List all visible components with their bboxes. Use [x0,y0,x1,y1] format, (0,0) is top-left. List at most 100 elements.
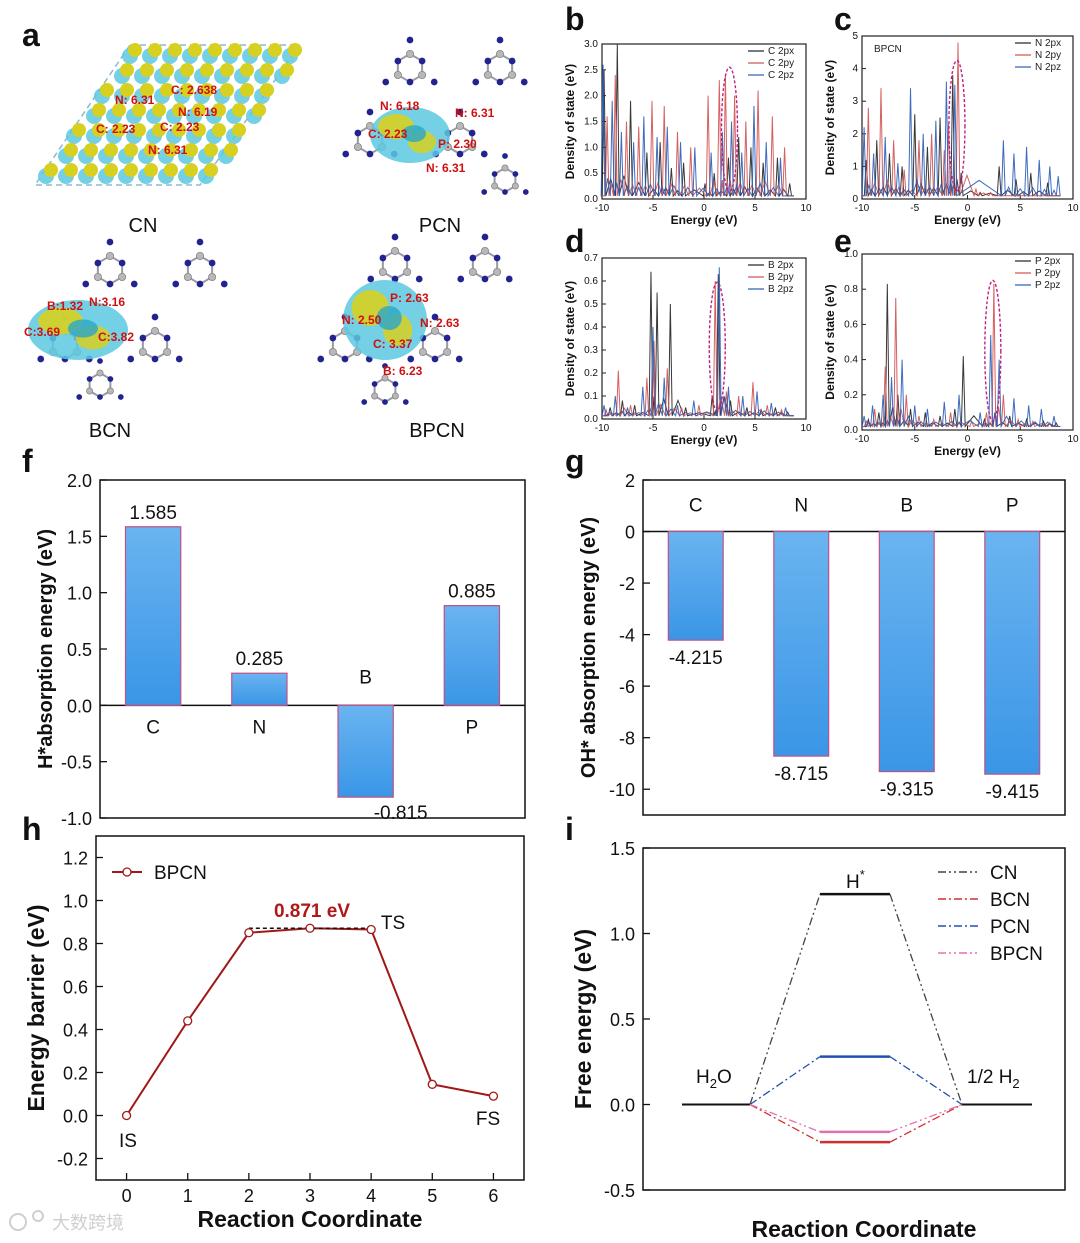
cn-density-yellow [204,143,218,157]
bcn-density-cyan-core [68,319,98,338]
pcn-density-cyan-core [402,125,426,142]
b-x-tick-label: -5 [649,203,658,214]
h-legend-marker [122,867,132,877]
pcn-carbon-atom [491,182,499,190]
i-state-h2-text: 1/2 H [967,1067,1012,1088]
h-point-1 [183,1016,193,1026]
h-point-3 [305,923,315,933]
h-x-tick-label: 1 [183,1186,193,1206]
pcn-carbon-atom [353,142,362,152]
g-bar-P [984,530,1041,775]
f-category-label: N [253,717,267,738]
panel-a: N: 6.31 C: 2.638 N: 6.19 C: 2.23 C: 2.23… [24,36,529,442]
cn-density-yellow [64,163,78,177]
pcn-nitrogen-atom [406,36,414,44]
c-y-tick-label: 3 [852,96,858,107]
pcn-nitrogen-atom [366,108,374,116]
bcn-annotation-3: C:3.69 [24,325,60,339]
pcn-nitrogen-atom [480,150,488,158]
f-y-tick-label: 2.0 [67,471,92,491]
e-y-tick-label: 1.0 [844,249,858,260]
cn-density-yellow [228,43,242,57]
bpcn-nitrogen-atom [455,355,463,363]
d-highlight-ellipse [708,281,726,412]
pcn-nitrogen-atom [508,57,516,65]
cn-density-yellow [128,43,142,57]
c-x-tick-label: 5 [1017,203,1023,214]
e-y-tick-label: 0.2 [844,390,858,401]
cn-density-yellow [84,143,98,157]
bcn-nitrogen-atom [184,259,192,267]
i-state-hstar: H* [846,867,865,893]
c-series-2-line [862,42,1061,198]
g-plot-frame [642,479,1066,816]
g-bar-N [773,530,830,757]
cn-density-yellow [120,63,134,77]
cn-density-yellow [164,143,178,157]
b-y-tick-label: 2.0 [584,91,598,102]
b-highlight-ellipse [720,66,739,192]
bcn-nitrogen-atom [208,259,216,267]
h-x-tick-label: 0 [122,1186,132,1206]
pcn-carbon-atom [508,70,517,80]
h-x-tick-label: 6 [488,1186,498,1206]
d-series-3-line [601,267,794,418]
bpcn-nitrogen-atom [493,254,501,262]
panel-letter-c: c [834,1,852,37]
structure-pcn: N: 6.18 N: 6.31 C: 2.23 P: 2.30 N: 6.31 … [342,36,529,237]
i-connector-PCN [749,1056,963,1106]
b-series-2-line [602,74,794,198]
cn-density-yellow [192,123,206,137]
f-value-label: -0.815 [374,803,428,824]
bcn-caption: BCN [89,420,131,442]
bpcn-nitrogen-atom [403,254,411,262]
bpcn-nitrogen-atom [367,275,375,283]
pcn-nitrogen-atom [502,153,508,159]
e-x-tick-label: 0 [965,434,971,445]
panel-letter-e: e [834,223,852,259]
h-x-tick-label: 2 [244,1186,254,1206]
pcn-annotation-1: N: 6.18 [380,99,420,113]
c-y-tick-label: 1 [852,161,858,172]
bpcn-nitrogen-atom [431,313,439,321]
bpcn-nitrogen-atom [402,399,409,405]
f-y-tick-label: 0.5 [67,640,92,660]
bpcn-carbon-atom [371,392,379,400]
bpcn-nitrogen-atom [379,254,387,262]
pcn-annotation-4: P: 2.30 [438,137,477,151]
bpcn-nitrogen-atom [391,233,399,241]
bcn-carbon-atom [106,387,114,395]
pcn-nitrogen-atom [484,57,492,65]
bpcn-carbon-atom [403,267,412,277]
bpcn-nitrogen-atom [457,275,465,283]
c-legend-label: N 2pz [1035,62,1061,73]
i-y-tick-label: 0.0 [610,1096,635,1116]
bcn-nitrogen-atom [196,280,204,288]
pcn-nitrogen-atom [491,171,498,177]
pcn-nitrogen-atom [520,78,528,86]
h-point-0 [121,1110,132,1121]
c-y-tick-label: 5 [852,31,858,42]
bpcn-carbon-atom [418,347,427,357]
pcn-nitrogen-atom [481,189,488,195]
panel-h-line-chart: 0 1 2 3 4 5 6 -0.2 0.0 0.2 0.4 0.6 0.8 1.0 1.2 Reaction… [23,835,525,1232]
bcn-nitrogen-atom [127,355,135,363]
b-x-tick-label: 10 [800,203,812,214]
c-y-tick-label: 2 [852,129,858,140]
bpcn-nitrogen-atom [317,355,325,363]
bpcn-nitrogen-atom [329,334,337,342]
cn-density-yellow [132,123,146,137]
bpcn-nitrogen-atom [361,399,368,405]
cn-density-yellow [64,143,78,157]
i-legend-label-CN: CN [990,863,1017,884]
c-x-tick-label: 0 [965,203,971,214]
bpcn-carbon-atom [390,246,400,256]
h-label-is: IS [119,1131,137,1152]
h-plot-frame [95,835,525,1181]
bpcn-nitrogen-atom [469,254,477,262]
panel-letter-g: g [565,443,585,479]
d-legend-label: B 2pz [768,284,794,295]
g-y-axis-label: OH* absorption energy (eV) [578,517,600,778]
cn-density-yellow [224,143,238,157]
c-x-tick-label: -5 [910,203,919,214]
